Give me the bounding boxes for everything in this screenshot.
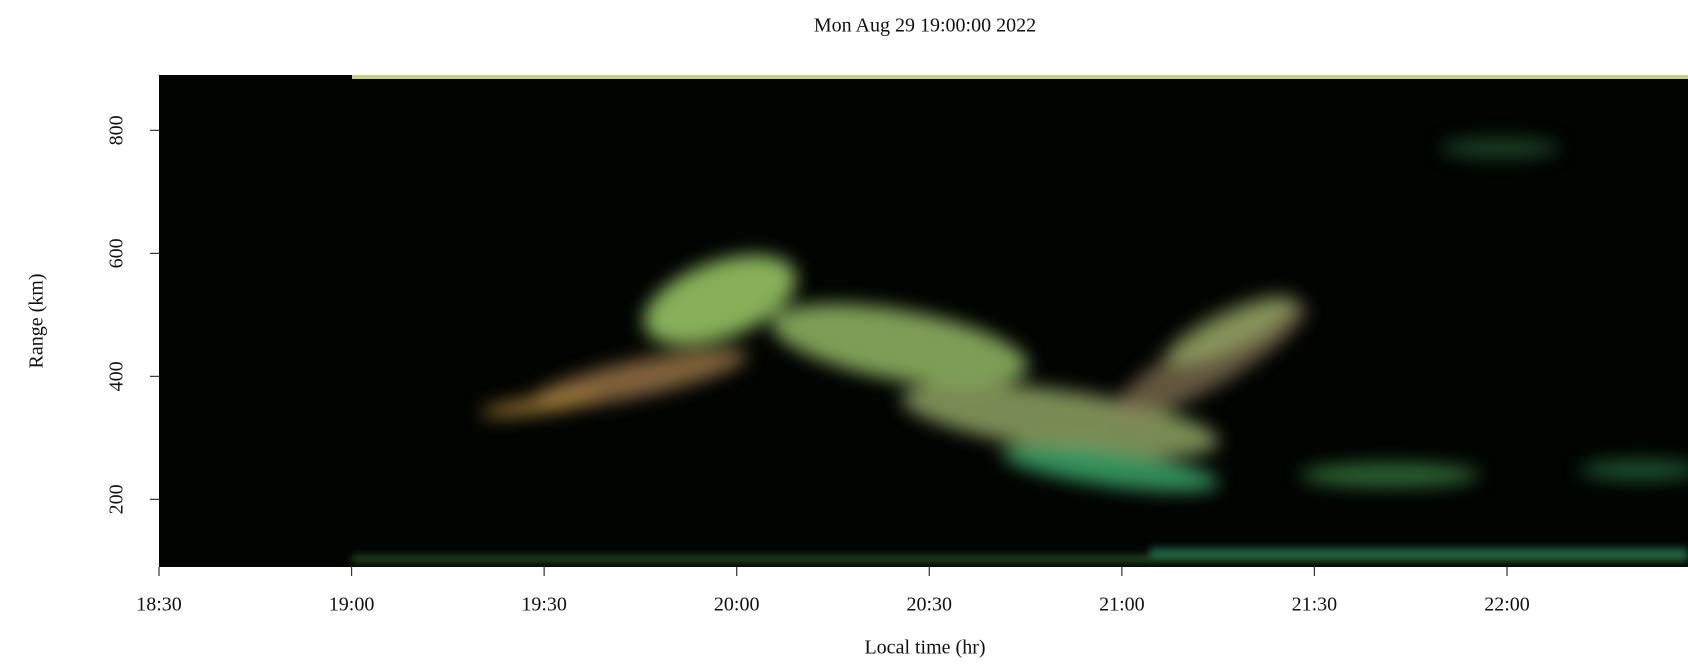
- chart: Mon Aug 29 19:00:00 2022 Local time (hr)…: [0, 0, 1688, 664]
- x-tick-label: 22:00: [1484, 594, 1530, 616]
- y-tick-label: 800: [106, 115, 128, 145]
- plot-image: [159, 75, 1688, 567]
- chart-title: Mon Aug 29 19:00:00 2022: [814, 15, 1036, 37]
- y-tick-label: 200: [106, 484, 128, 514]
- y-tick-label: 600: [106, 238, 128, 268]
- echo-blob: [1300, 463, 1480, 487]
- x-tick-label: 20:30: [906, 594, 952, 616]
- y-axis-label: Range (km): [26, 274, 48, 369]
- y-tick-label: 400: [106, 361, 128, 391]
- top-strip: [352, 75, 1688, 79]
- x-tick-label: 20:00: [714, 594, 760, 616]
- x-tick-label: 18:30: [136, 594, 182, 616]
- clutter-band: [1150, 548, 1688, 556]
- clutter-band: [352, 556, 1688, 562]
- x-axis-label: Local time (hr): [864, 637, 985, 659]
- echo-blob: [1440, 138, 1560, 158]
- x-tick-label: 21:30: [1292, 594, 1338, 616]
- page: {"chart_data": {"type": "image", "title"…: [0, 0, 1688, 664]
- x-tick-label: 21:00: [1099, 594, 1145, 616]
- x-tick-label: 19:00: [329, 594, 375, 616]
- x-tick-label: 19:30: [521, 594, 567, 616]
